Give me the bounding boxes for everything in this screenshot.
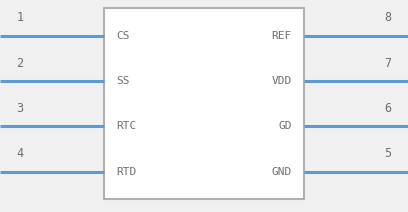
Text: 5: 5 bbox=[385, 147, 392, 160]
Text: CS: CS bbox=[116, 31, 130, 41]
Bar bbox=[104, 8, 304, 199]
Text: GND: GND bbox=[271, 167, 292, 177]
Text: 2: 2 bbox=[16, 57, 23, 70]
Text: REF: REF bbox=[271, 31, 292, 41]
Text: RTC: RTC bbox=[116, 121, 137, 131]
Text: 3: 3 bbox=[16, 102, 23, 115]
Text: GD: GD bbox=[278, 121, 292, 131]
Text: SS: SS bbox=[116, 76, 130, 86]
Text: 4: 4 bbox=[16, 147, 23, 160]
Text: 1: 1 bbox=[16, 11, 23, 25]
Text: 8: 8 bbox=[385, 11, 392, 25]
Text: 6: 6 bbox=[385, 102, 392, 115]
Text: VDD: VDD bbox=[271, 76, 292, 86]
Text: 7: 7 bbox=[385, 57, 392, 70]
Text: RTD: RTD bbox=[116, 167, 137, 177]
